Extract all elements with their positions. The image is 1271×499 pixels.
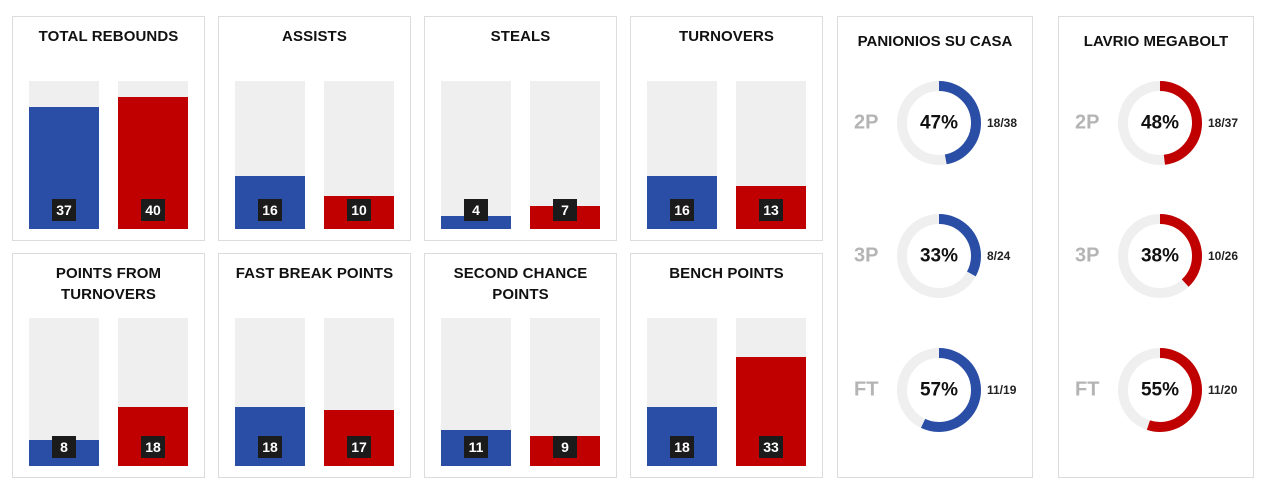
home-bar-track: 8 <box>29 318 99 466</box>
stat-card-turnovers: TURNOVERS 16 13 <box>630 16 823 241</box>
donut-arc-2p <box>897 81 981 165</box>
shot-type-label-ft: FT <box>854 378 879 401</box>
away-value-label: 33 <box>759 436 783 458</box>
home-value-label: 8 <box>52 436 76 458</box>
home-bar-track: 11 <box>441 318 511 466</box>
away-bar-track: 40 <box>118 81 188 229</box>
donut-ft: 57% <box>897 348 981 432</box>
donut-2p: 48% <box>1118 81 1202 165</box>
shot-type-label-3p: 3P <box>1075 244 1100 267</box>
home-value-label: 16 <box>258 199 282 221</box>
away-value-label: 40 <box>141 199 165 221</box>
stat-card-title: TURNOVERS <box>678 28 775 45</box>
away-value-label: 18 <box>141 436 165 458</box>
percentage-label-ft: 57% <box>920 380 958 401</box>
away-bar-track: 13 <box>736 81 806 229</box>
stat-card-assists: ASSISTS 16 10 <box>218 16 411 241</box>
donut-arc-ft <box>897 348 981 432</box>
donut-arc-3p <box>897 214 981 298</box>
shot-type-label-ft: FT <box>1075 378 1100 401</box>
shot-type-label-2p: 2P <box>854 111 879 134</box>
home-bar-track: 16 <box>235 81 305 229</box>
away-bar-track: 10 <box>324 81 394 229</box>
stat-card-title: ASSISTS <box>282 28 347 45</box>
made-attempted-2p: 18/37 <box>1208 116 1239 130</box>
team-name: LAVRIO MEGABOLT <box>1083 33 1229 50</box>
stat-card-title: POINTS FROM TURNOVERS <box>55 265 162 303</box>
donut-arc-2p <box>1118 81 1202 165</box>
donut-3p: 33% <box>897 214 981 298</box>
team-card-lavrio-megabolt: LAVRIO MEGABOLT 2P 48% 18/37 3P 38% 10/26 FT 55%… <box>1058 16 1254 478</box>
home-value-label: 37 <box>52 199 76 221</box>
team-card-panionios-su-casa: PANIONIOS SU CASA 2P 47% 18/38 3P 33% 8/24 FT 57… <box>837 16 1033 478</box>
made-attempted-ft: 11/20 <box>1208 383 1238 397</box>
home-bar-track: 18 <box>235 318 305 466</box>
home-bar-track: 18 <box>647 318 717 466</box>
percentage-label-2p: 48% <box>1141 113 1179 134</box>
away-value-label: 10 <box>347 199 371 221</box>
away-bar-track: 7 <box>530 81 600 229</box>
stat-card-steals: STEALS 4 7 <box>424 16 617 241</box>
stat-card-title: STEALS <box>490 28 551 45</box>
away-bar-track: 33 <box>736 318 806 466</box>
home-value-label: 16 <box>670 199 694 221</box>
made-attempted-2p: 18/38 <box>987 116 1018 130</box>
home-bar-track: 16 <box>647 81 717 229</box>
home-value-label: 11 <box>464 436 488 458</box>
made-attempted-3p: 8/24 <box>987 249 1011 263</box>
donut-arc-3p <box>1118 214 1202 298</box>
away-bar-track: 9 <box>530 318 600 466</box>
percentage-label-2p: 47% <box>920 113 958 134</box>
away-bar-track: 18 <box>118 318 188 466</box>
away-value-label: 7 <box>553 199 577 221</box>
shot-type-label-2p: 2P <box>1075 111 1100 134</box>
stat-card-fast-break-points: FAST BREAK POINTS 18 17 <box>218 253 411 478</box>
away-bar-track: 17 <box>324 318 394 466</box>
donut-3p: 38% <box>1118 214 1202 298</box>
percentage-label-3p: 33% <box>920 246 958 267</box>
home-bar <box>441 215 511 229</box>
stat-card-title: BENCH POINTS <box>669 265 784 282</box>
home-value-label: 4 <box>464 199 488 221</box>
stat-card-second-chance-points: SECOND CHANCE POINTS 11 9 <box>424 253 617 478</box>
stat-card-title: TOTAL REBOUNDS <box>38 28 179 45</box>
percentage-label-3p: 38% <box>1141 246 1179 267</box>
away-value-label: 9 <box>553 436 577 458</box>
shot-type-label-3p: 3P <box>854 244 879 267</box>
away-value-label: 13 <box>759 199 783 221</box>
home-value-label: 18 <box>258 436 282 458</box>
stat-card-points-from-turnovers: POINTS FROM TURNOVERS 8 18 <box>12 253 205 478</box>
stat-card-title: FAST BREAK POINTS <box>235 265 394 282</box>
home-bar-track: 4 <box>441 81 511 229</box>
away-value-label: 17 <box>347 436 371 458</box>
stat-card-bench-points: BENCH POINTS 18 33 <box>630 253 823 478</box>
stat-card-title: SECOND CHANCE POINTS <box>453 265 588 303</box>
donut-arc-ft <box>1118 348 1202 432</box>
percentage-label-ft: 55% <box>1141 380 1179 401</box>
made-attempted-3p: 10/26 <box>1208 249 1239 263</box>
team-name: PANIONIOS SU CASA <box>857 33 1013 50</box>
home-bar-track: 37 <box>29 81 99 229</box>
donut-ft: 55% <box>1118 348 1202 432</box>
made-attempted-ft: 11/19 <box>987 383 1017 397</box>
stat-card-total-rebounds: TOTAL REBOUNDS 37 40 <box>12 16 205 241</box>
donut-2p: 47% <box>897 81 981 165</box>
home-value-label: 18 <box>670 436 694 458</box>
